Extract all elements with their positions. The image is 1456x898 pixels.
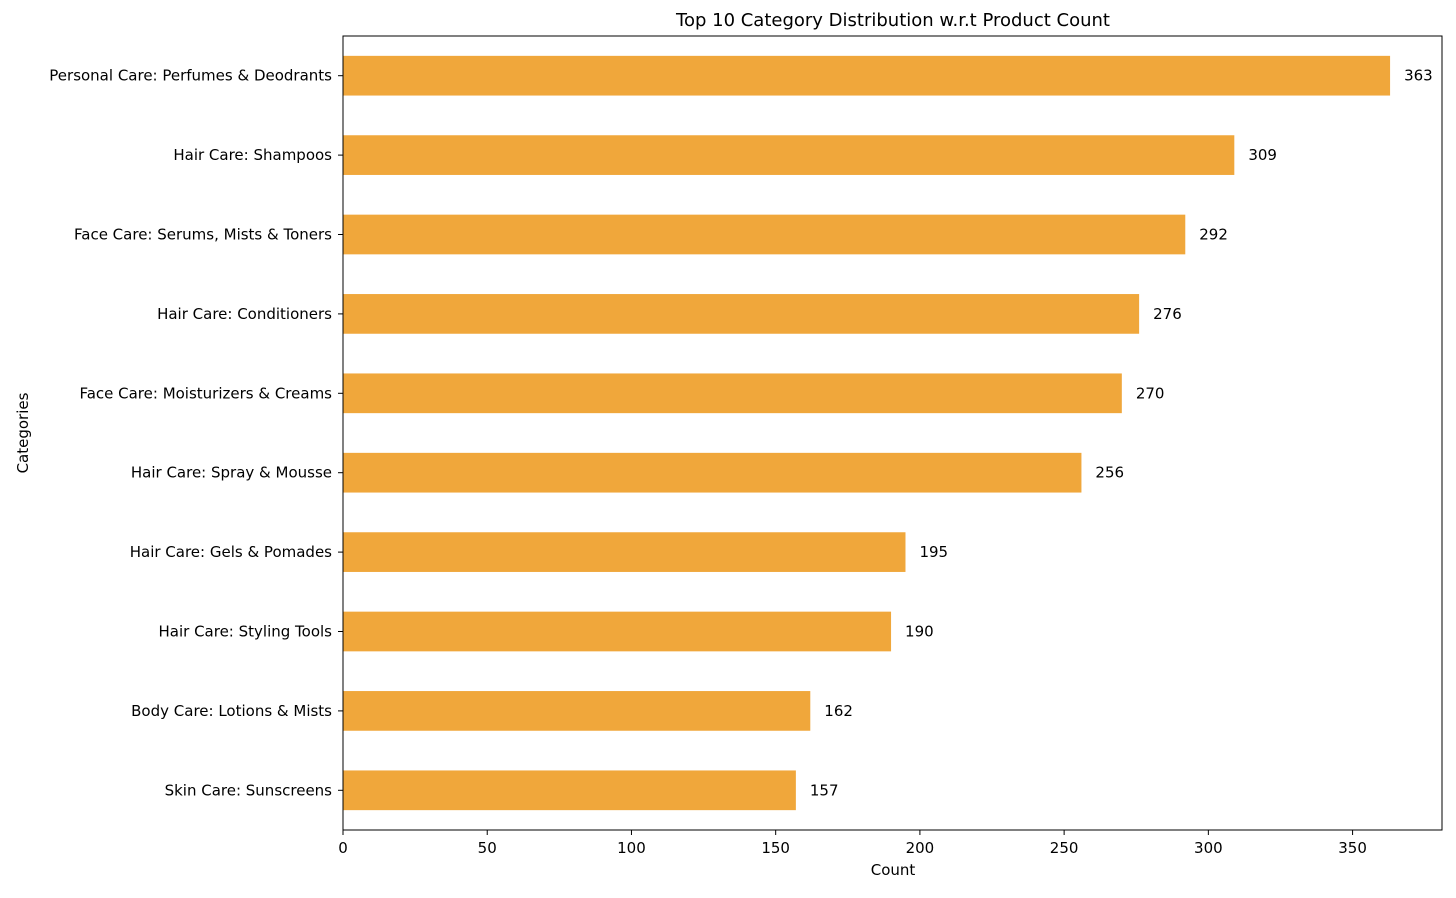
x-tick-label: 150 xyxy=(761,839,790,857)
x-tick-label: 250 xyxy=(1050,839,1079,857)
x-axis-label: Count xyxy=(871,861,916,879)
x-tick-label: 350 xyxy=(1338,839,1367,857)
y-tick-label: Hair Care: Styling Tools xyxy=(159,623,333,641)
y-tick-label: Face Care: Moisturizers & Creams xyxy=(79,384,332,402)
bar-value-label: 309 xyxy=(1248,146,1277,164)
x-tick-label: 200 xyxy=(906,839,935,857)
x-tick-label: 50 xyxy=(478,839,497,857)
x-tick-label: 100 xyxy=(617,839,646,857)
chart-title: Top 10 Category Distribution w.r.t Produ… xyxy=(675,10,1110,31)
value-labels-group: 363 309 292 276 270 256 195 190 162 157 xyxy=(810,67,1433,800)
bar-value-label: 256 xyxy=(1095,464,1124,482)
bar xyxy=(343,452,1082,493)
bar xyxy=(343,611,892,652)
bar-value-label: 195 xyxy=(919,543,948,561)
bar xyxy=(343,135,1235,175)
y-axis-label: Categories xyxy=(14,392,32,473)
x-tick-label: 300 xyxy=(1194,839,1223,857)
bar-value-label: 363 xyxy=(1404,67,1433,85)
bar xyxy=(343,214,1186,255)
bar xyxy=(343,55,1391,96)
y-tick-label: Hair Care: Spray & Mousse xyxy=(131,464,332,482)
bar-value-label: 270 xyxy=(1136,384,1165,402)
y-tick-label: Skin Care: Sunscreens xyxy=(165,781,333,799)
y-tick-label: Body Care: Lotions & Mists xyxy=(131,702,332,720)
bar-value-label: 190 xyxy=(905,623,934,641)
bar xyxy=(343,294,1140,334)
bar-value-label: 276 xyxy=(1153,305,1182,323)
y-axis-ticks: Personal Care: Perfumes & Deodrants Hair … xyxy=(49,67,343,799)
bar-value-label: 292 xyxy=(1199,226,1228,244)
y-tick-label: Face Care: Serums, Mists & Toners xyxy=(74,226,332,244)
bar-value-label: 157 xyxy=(810,781,839,799)
bar xyxy=(343,373,1122,414)
bar xyxy=(343,532,906,572)
x-tick-label: 0 xyxy=(338,839,348,857)
x-axis-ticks: 0 50 100 150 200 250 300 350 xyxy=(338,830,1367,857)
bar-value-label: 162 xyxy=(824,702,853,720)
y-tick-label: Hair Care: Gels & Pomades xyxy=(130,543,332,561)
plot-frame xyxy=(342,35,1443,831)
y-tick-label: Personal Care: Perfumes & Deodrants xyxy=(49,67,332,85)
bars-group xyxy=(343,55,1391,811)
y-tick-label: Hair Care: Shampoos xyxy=(173,146,332,164)
y-tick-label: Hair Care: Conditioners xyxy=(157,305,332,323)
bar xyxy=(343,691,811,731)
bar xyxy=(343,770,796,811)
